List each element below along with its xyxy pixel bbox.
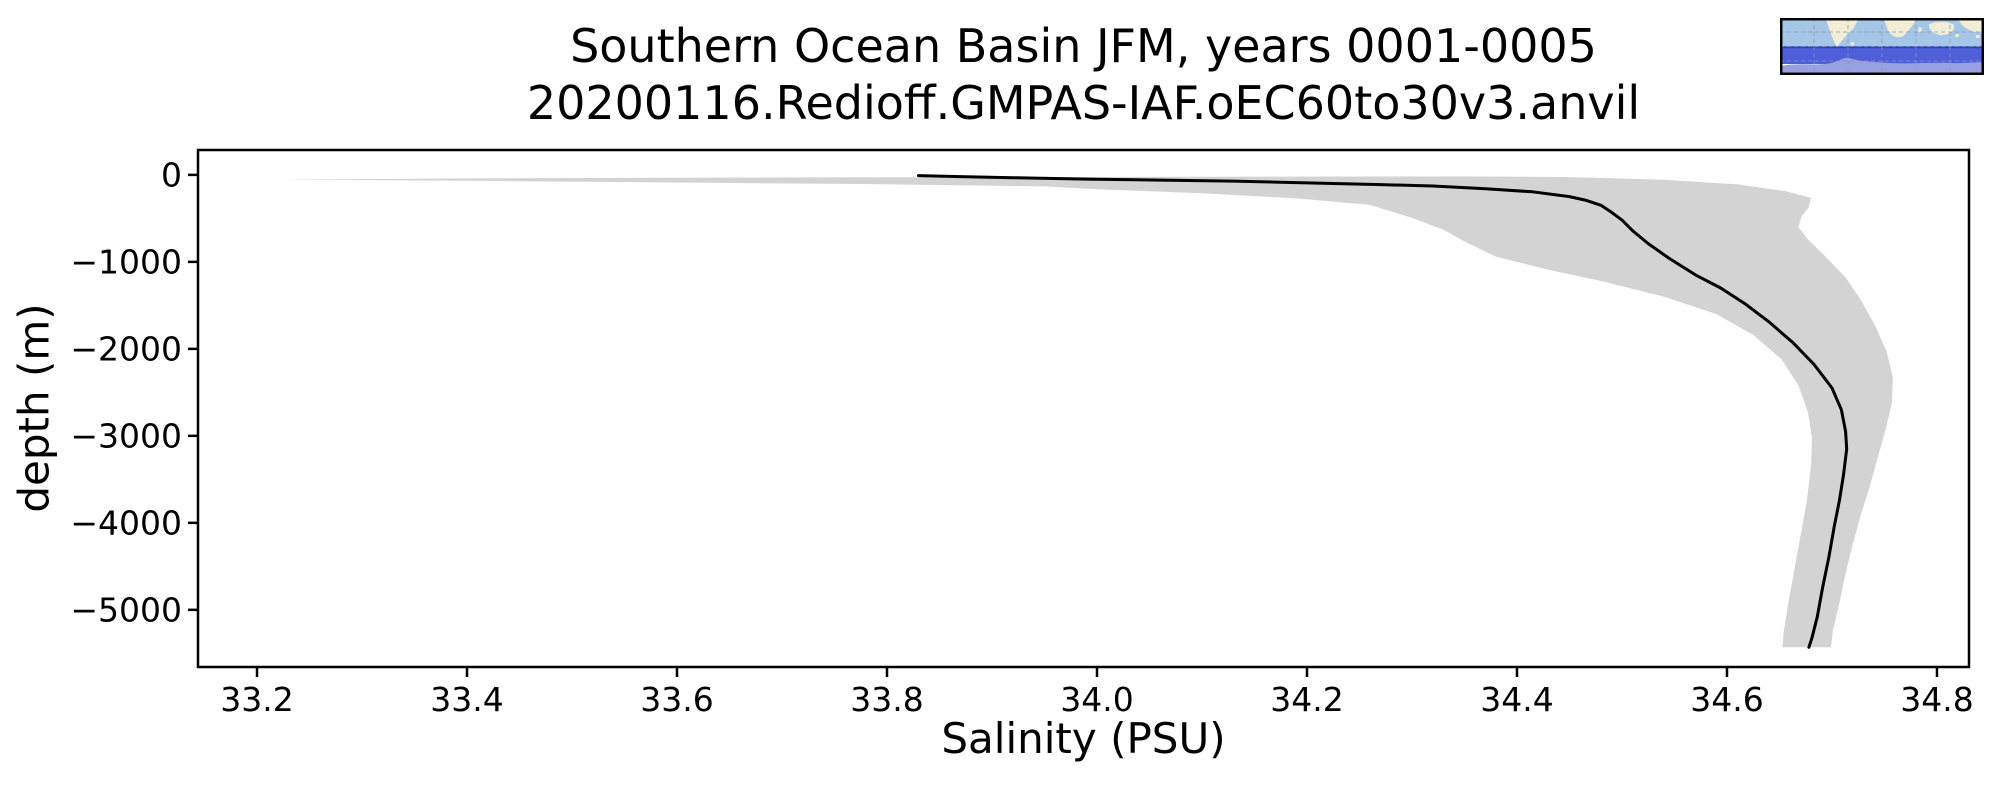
- map-border: [1780, 18, 1984, 75]
- x-tick-label: 34.2: [1270, 680, 1343, 719]
- map-new-zealand: [1976, 35, 1980, 38]
- map-island: [1850, 42, 1854, 46]
- map-africa: [1884, 19, 1916, 38]
- plot-border: [196, 148, 1971, 669]
- mean-salinity-profile: [917, 174, 1849, 649]
- x-tick-label: 34.6: [1690, 680, 1763, 719]
- x-tick-label: 33.8: [850, 680, 923, 719]
- map-land-far-east: [1958, 19, 1984, 33]
- y-tick-label: −1000: [70, 242, 182, 281]
- y-tick-label: 0: [161, 155, 182, 194]
- y-tick-label: −5000: [70, 590, 182, 629]
- inset-map-graphic: [1780, 18, 1984, 75]
- map-south-america: [1826, 19, 1858, 47]
- chart-subtitle: 20200116.Redioff.GMPAS-IAF.oEC60to30v3.a…: [526, 76, 1641, 130]
- map-gridlines: [1780, 18, 1984, 75]
- x-tick-label: 33.2: [220, 680, 293, 719]
- y-tick-label: −4000: [70, 503, 182, 542]
- x-axis-label: Salinity (PSU): [941, 714, 1226, 763]
- map-antarctica: [1780, 57, 1984, 75]
- x-tick-label: 33.6: [640, 680, 713, 719]
- y-tick-label: −2000: [70, 329, 182, 368]
- map-madagascar: [1918, 27, 1922, 32]
- x-tick-label: 33.4: [430, 680, 503, 719]
- x-tick-label: 34.8: [1900, 680, 1973, 719]
- x-tick-label: 34.0: [1060, 680, 1133, 719]
- inset-map: [1780, 18, 1984, 75]
- salinity-spread-envelope: [278, 176, 1893, 648]
- title-block: Southern Ocean Basin JFM, years 0001-000…: [198, 18, 1969, 132]
- x-tick-label: 34.4: [1480, 680, 1553, 719]
- y-tick-label: −3000: [70, 416, 182, 455]
- map-tasmania: [1955, 34, 1959, 37]
- chart-title: Southern Ocean Basin JFM, years 0001-000…: [570, 19, 1597, 73]
